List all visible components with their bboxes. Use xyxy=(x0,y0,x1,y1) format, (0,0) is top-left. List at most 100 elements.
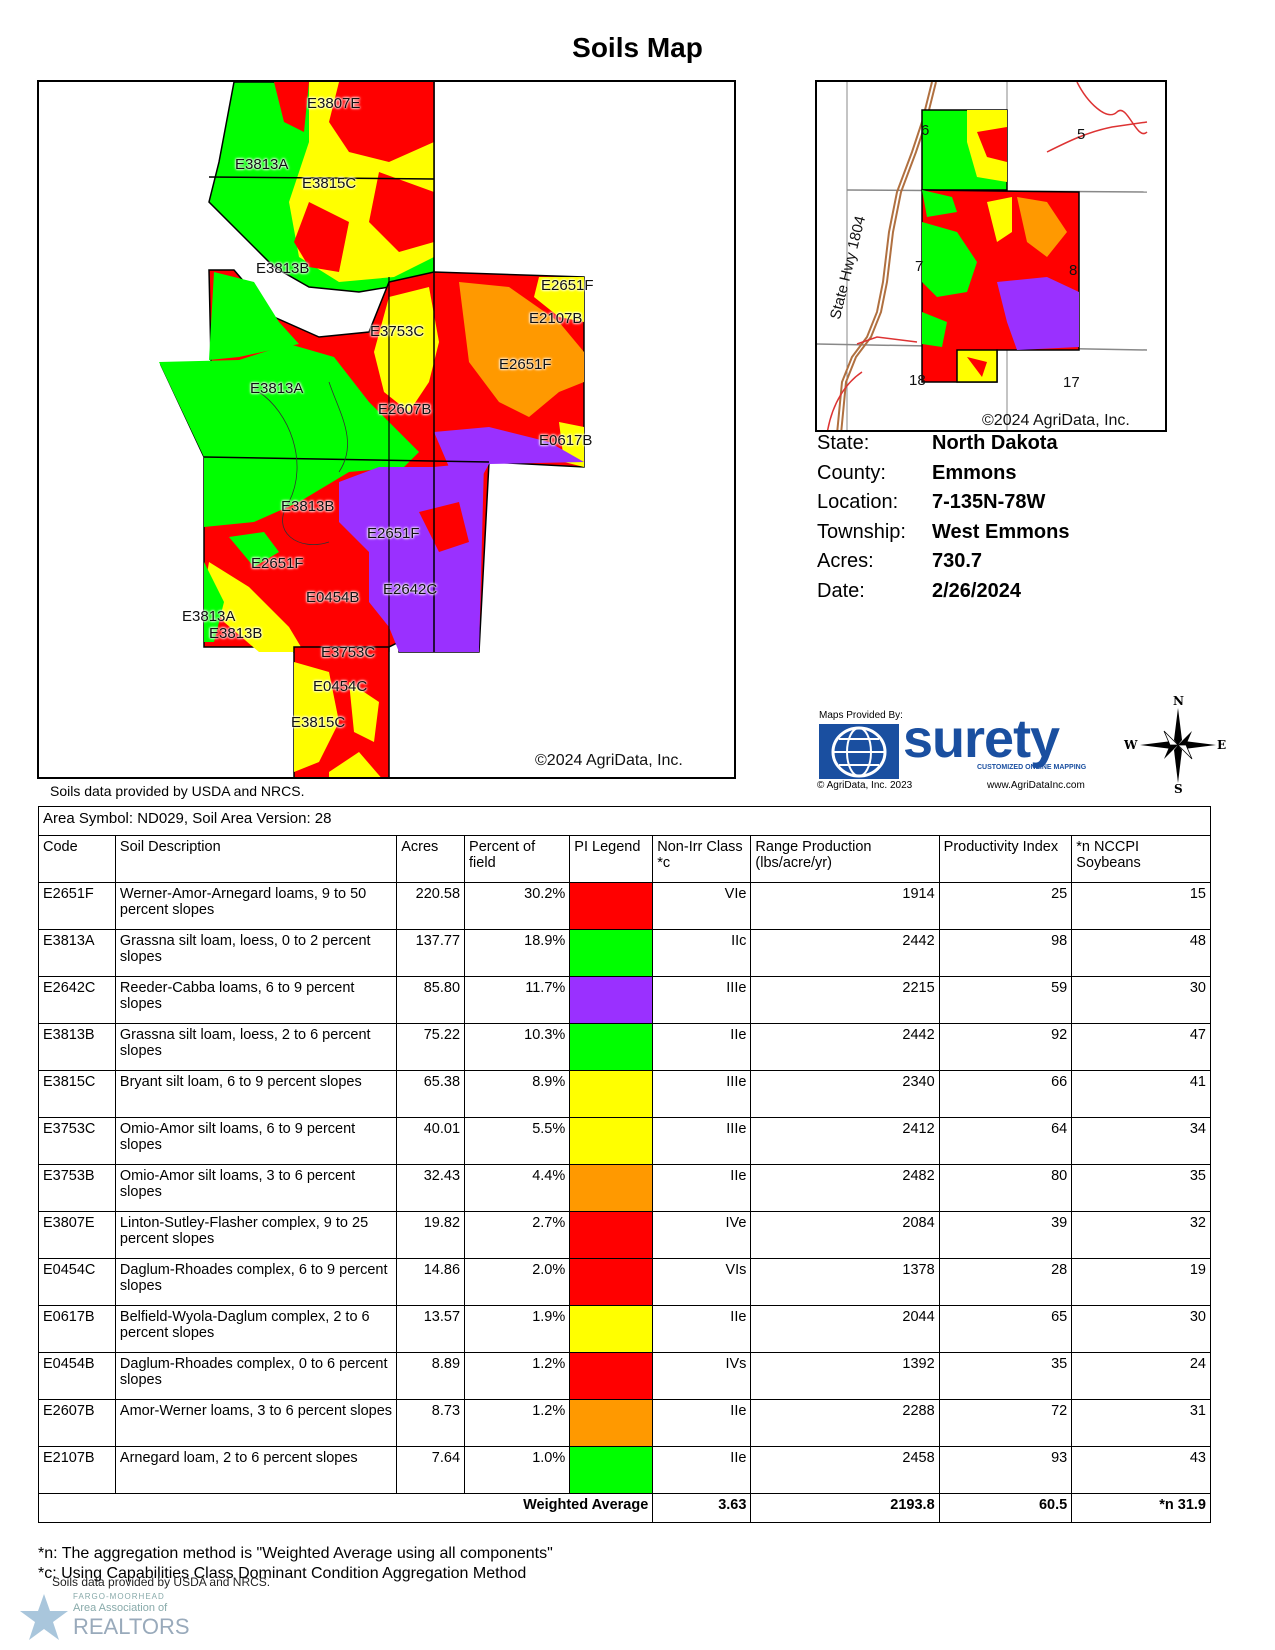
nccpi-soybeans: 30 xyxy=(1071,1305,1211,1353)
soils-table: Area Symbol: ND029, Soil Area Version: 2… xyxy=(37,806,1211,1523)
map-label: E2107B xyxy=(529,310,583,327)
non-irr-class: IIIe xyxy=(652,1070,752,1118)
locator-map[interactable]: 6 5 7 8 18 17 State Hwy 1804 ©2024 AgriD… xyxy=(815,80,1167,432)
soil-description: Amor-Werner loams, 3 to 6 percent slopes xyxy=(114,1399,398,1447)
range-production: 2215 xyxy=(750,976,940,1024)
nccpi-soybeans: 48 xyxy=(1071,929,1211,977)
table-row: E0454B Daglum-Rhoades complex, 0 to 6 per… xyxy=(38,1352,1211,1400)
productivity-index: 59 xyxy=(938,976,1073,1024)
percent-of-field: 1.2% xyxy=(464,1352,571,1400)
non-irr-class: IIe xyxy=(652,1399,752,1447)
percent-of-field: 1.2% xyxy=(464,1399,571,1447)
acres: 65.38 xyxy=(396,1070,466,1118)
pi-legend-swatch xyxy=(569,1399,654,1447)
pi-color-swatch xyxy=(570,1071,653,1117)
info-key: Township: xyxy=(817,520,906,543)
pi-color-swatch xyxy=(570,977,653,1023)
col-header: Range Production (lbs/acre/yr) xyxy=(750,835,940,883)
pi-color-swatch xyxy=(570,1353,653,1399)
realtor-line1: FARGO-MOORHEAD xyxy=(73,1592,165,1601)
map-label: E2642C xyxy=(383,581,438,598)
surety-url: www.AgriDataInc.com xyxy=(987,780,1085,791)
nccpi-soybeans: 43 xyxy=(1071,1446,1211,1494)
table-row: E0454C Daglum-Rhoades complex, 6 to 9 per… xyxy=(38,1258,1211,1306)
range-production: 1392 xyxy=(750,1352,940,1400)
footnote-n: *n: The aggregation method is "Weighted … xyxy=(38,1545,553,1562)
info-key: Date: xyxy=(817,579,865,602)
soil-description: Reeder-Cabba loams, 6 to 9 percent slope… xyxy=(114,976,398,1024)
pi-legend-swatch xyxy=(569,1164,654,1212)
percent-of-field: 5.5% xyxy=(464,1117,571,1165)
pi-color-swatch xyxy=(570,1212,653,1258)
soil-description: Daglum-Rhoades complex, 6 to 9 percent s… xyxy=(114,1258,398,1306)
col-header: Soil Description xyxy=(114,835,398,883)
productivity-index: 35 xyxy=(938,1352,1073,1400)
range-production: 2442 xyxy=(750,929,940,977)
range-production: 2442 xyxy=(750,1023,940,1071)
map-label: E0617B xyxy=(539,432,593,449)
productivity-index: 66 xyxy=(938,1070,1073,1118)
soils-map[interactable]: E3807E E3813A E3815C E3813B E2651F E2107… xyxy=(37,80,736,779)
productivity-index: 65 xyxy=(938,1305,1073,1353)
non-irr-class: IIe xyxy=(652,1305,752,1353)
soil-description: Omio-Amor silt loams, 3 to 6 percent slo… xyxy=(114,1164,398,1212)
soil-code: E0617B xyxy=(38,1305,116,1353)
info-key: County: xyxy=(817,461,886,484)
info-value: Emmons xyxy=(932,461,1017,484)
col-header: Percent of field xyxy=(464,835,571,883)
surety-brand: surety xyxy=(903,709,1060,769)
non-irr-class: VIe xyxy=(652,882,752,930)
range-production: 2084 xyxy=(750,1211,940,1259)
soil-description: Grassna silt loam, loess, 2 to 6 percent… xyxy=(114,1023,398,1071)
productivity-index: 92 xyxy=(938,1023,1073,1071)
nccpi-soybeans: 41 xyxy=(1071,1070,1211,1118)
non-irr-class: IIIe xyxy=(652,976,752,1024)
section-number: 6 xyxy=(921,122,930,139)
soil-code: E2651F xyxy=(38,882,116,930)
soil-description: Werner-Amor-Arnegard loams, 9 to 50 perc… xyxy=(114,882,398,930)
nccpi-soybeans: 19 xyxy=(1071,1258,1211,1306)
non-irr-class: IIe xyxy=(652,1023,752,1071)
productivity-index: 28 xyxy=(938,1258,1073,1306)
range-production: 2412 xyxy=(750,1117,940,1165)
map-label: E2651F xyxy=(367,525,420,542)
section-number: 5 xyxy=(1077,126,1086,143)
property-info: State: North Dakota County: Emmons Locatio… xyxy=(817,432,1069,609)
productivity-index: 93 xyxy=(938,1446,1073,1494)
soil-code: E2607B xyxy=(38,1399,116,1447)
realtor-logo: FARGO-MOORHEAD Area Association of REALT… xyxy=(18,1590,208,1646)
weighted-average-label: Weighted Average xyxy=(37,1493,654,1523)
acres: 40.01 xyxy=(396,1117,466,1165)
non-irr-class: IIe xyxy=(652,1164,752,1212)
non-irr-class: IIc xyxy=(652,929,752,977)
col-header: PI Legend xyxy=(569,835,654,883)
productivity-index: 80 xyxy=(938,1164,1073,1212)
page-title: Soils Map xyxy=(572,32,703,63)
weighted-range: 2193.8 xyxy=(750,1493,940,1523)
pi-color-swatch xyxy=(570,1306,653,1352)
soil-description: Omio-Amor silt loams, 6 to 9 percent slo… xyxy=(114,1117,398,1165)
percent-of-field: 2.0% xyxy=(464,1258,571,1306)
surety-logo[interactable]: Maps Provided By: surety CUSTOMIZED ONLI… xyxy=(817,708,1117,793)
pi-color-swatch xyxy=(570,1400,653,1446)
map-label: E3813B xyxy=(256,260,310,277)
pi-legend-swatch xyxy=(569,1023,654,1071)
pi-legend-swatch xyxy=(569,1352,654,1400)
map-label: E0454B xyxy=(306,589,360,606)
pi-color-swatch xyxy=(570,1165,653,1211)
weighted-pi: 60.5 xyxy=(938,1493,1073,1523)
percent-of-field: 8.9% xyxy=(464,1070,571,1118)
nccpi-soybeans: 30 xyxy=(1071,976,1211,1024)
col-header: Acres xyxy=(396,835,466,883)
col-header: Code xyxy=(38,835,116,883)
map-copyright: ©2024 AgriData, Inc. xyxy=(535,752,683,769)
acres: 137.77 xyxy=(396,929,466,977)
soils-map-graphic xyxy=(159,82,585,777)
map-label: E3753C xyxy=(370,323,425,340)
table-row: E2642C Reeder-Cabba loams, 6 to 9 percent… xyxy=(38,976,1211,1024)
pi-legend-swatch xyxy=(569,882,654,930)
inset-copyright: ©2024 AgriData, Inc. xyxy=(982,412,1130,429)
soil-description: Daglum-Rhoades complex, 0 to 6 percent s… xyxy=(114,1352,398,1400)
info-row-acres: Acres: 730.7 xyxy=(817,550,1069,580)
map-label: E3813B xyxy=(209,625,263,642)
